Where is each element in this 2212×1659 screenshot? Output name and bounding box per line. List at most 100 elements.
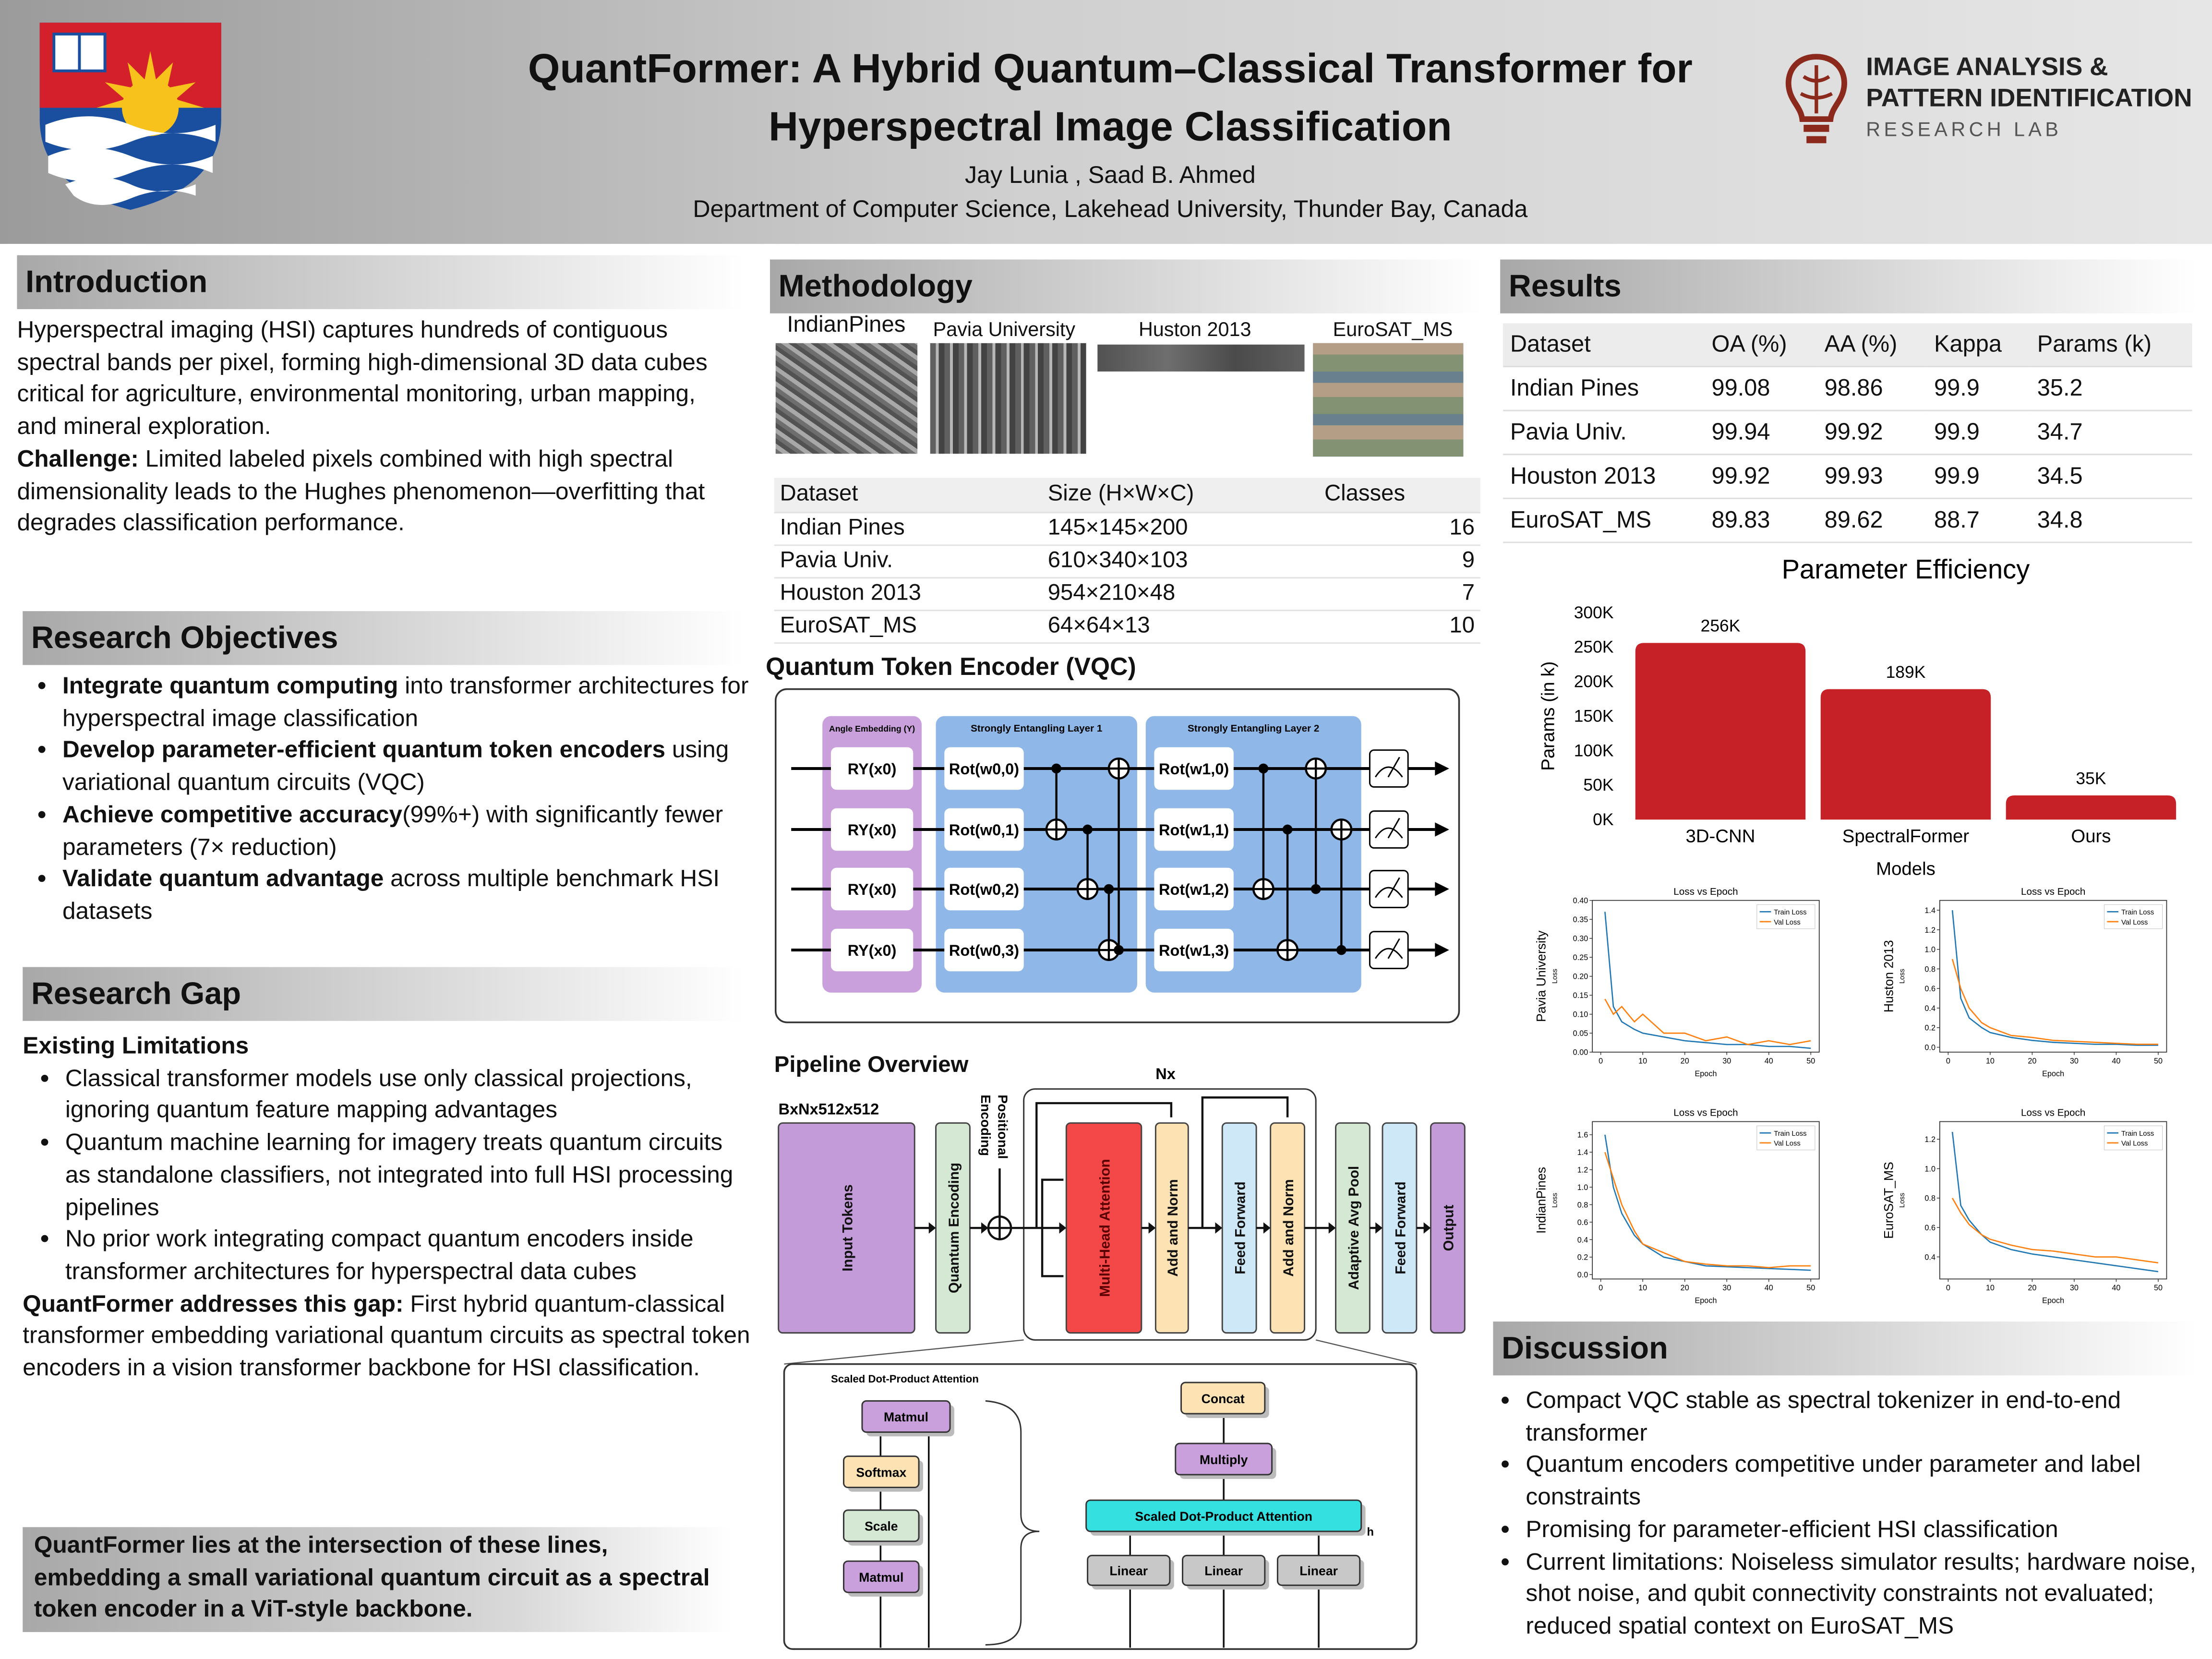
- x-tick-label: 50: [1806, 1057, 1815, 1065]
- y-tick-label: 0.30: [1573, 935, 1588, 943]
- objectives-list: Integrate quantum computing into transfo…: [20, 671, 750, 928]
- y-tick-label: 1.2: [1924, 1135, 1936, 1144]
- measurement: [1369, 870, 1409, 908]
- line-series: [1604, 912, 1811, 1049]
- header-cell: Kappa: [1927, 323, 2031, 368]
- y-tick-label: 0.40: [1573, 897, 1588, 905]
- y-tick-label: 0.0: [1924, 1043, 1936, 1052]
- x-tick-label: 10: [1986, 1057, 1995, 1065]
- x-tick-label: 40: [2112, 1284, 2120, 1292]
- paragraph: QuantFormer addresses this gap: First hy…: [23, 1288, 750, 1385]
- wave: [65, 177, 196, 205]
- table-cell: 98.86: [1817, 366, 1927, 411]
- vqc-diagram: Angle Embedding (Y) Strongly Entangling L…: [774, 688, 1460, 1023]
- y-tick-label: 1.4: [1924, 906, 1936, 915]
- section-heading: Results: [1500, 259, 2198, 313]
- positional-label: Encoding: [978, 1094, 993, 1156]
- table-cell: 89.62: [1817, 498, 1927, 543]
- image-label: Huston 2013: [1138, 317, 1251, 340]
- bold-text: Validate quantum advantage: [62, 865, 384, 892]
- x-tick-label: 3D-CNN: [1686, 826, 1755, 847]
- list-item: Promising for parameter-efficient HSI cl…: [1526, 1514, 2198, 1546]
- bar: [2006, 795, 2176, 820]
- image-label: EuroSAT_MS: [1333, 317, 1453, 340]
- x-axis-label: Epoch: [2042, 1297, 2064, 1305]
- table-cell: Indian Pines: [774, 512, 1042, 546]
- text: across multiple benchmark HSI datasets: [62, 865, 720, 925]
- x-tick-label: 0: [1946, 1057, 1950, 1065]
- x-tick-label: 40: [1765, 1057, 1773, 1065]
- x-axis-label: Epoch: [1695, 1297, 1717, 1305]
- y-tick-label: 0.6: [1924, 985, 1936, 993]
- list-item: Quantum machine learning for imagery tre…: [65, 1128, 750, 1224]
- header-cell: AA (%): [1817, 323, 1927, 368]
- table-cell: 99.93: [1817, 454, 1927, 499]
- table-cell: 99.9: [1927, 410, 2031, 456]
- table-row: Pavia Univ. 99.94 99.92 99.9 34.7: [1503, 410, 2192, 456]
- table-cell: Houston 2013: [774, 577, 1042, 612]
- table-cell: 7: [1319, 577, 1480, 612]
- bracket: [985, 1400, 1040, 1646]
- block-label: Adaptive Avg Pool: [1346, 1166, 1362, 1290]
- table-cell: 34.5: [2030, 454, 2192, 499]
- arrow-head: [981, 1222, 988, 1234]
- gate-label: RY(x0): [848, 881, 897, 898]
- legend-box: [1756, 904, 1815, 929]
- table-row: Pavia Univ. 610×340×103 9: [774, 545, 1480, 579]
- gate: [944, 928, 1024, 972]
- gate: [944, 867, 1024, 911]
- section-heading: Methodology: [769, 259, 1483, 313]
- chart-title: Parameter Efficiency: [1782, 554, 2030, 584]
- gate: [944, 808, 1024, 851]
- detail-label: Linear: [1109, 1564, 1148, 1578]
- value-label: 256K: [1701, 616, 1741, 636]
- x-tick-label: 40: [1765, 1284, 1773, 1292]
- table-cell: Pavia Univ.: [1503, 410, 1705, 456]
- y-tick-label: 0.8: [1924, 965, 1936, 974]
- y-tick-label: 150K: [1574, 707, 1614, 726]
- y-tick-label: 0.20: [1573, 973, 1588, 981]
- detail-box: [1175, 1443, 1273, 1476]
- list-item: Quantum encoders competitive under param…: [1526, 1450, 2198, 1514]
- table-row: Houston 2013 954×210×48 7: [774, 577, 1480, 612]
- arrow-head: [1059, 1222, 1067, 1234]
- table-cell: 35.2: [2030, 366, 2192, 411]
- table-cell: EuroSAT_MS: [1503, 498, 1705, 543]
- table-cell: Indian Pines: [1503, 366, 1705, 411]
- line-series: [1604, 1152, 1811, 1269]
- sun-rays: [96, 51, 204, 108]
- measurement: [1369, 931, 1409, 969]
- text: using variational quantum circuits (VQC): [62, 736, 729, 796]
- section-heading: Introduction: [17, 255, 745, 309]
- table-cell: 64×64×13: [1042, 610, 1319, 644]
- block-label: Output: [1441, 1205, 1457, 1251]
- list-item: Develop parameter-efficient quantum toke…: [62, 735, 750, 799]
- table-cell: 99.9: [1927, 454, 2031, 499]
- block-label: Quantum Encoding: [946, 1163, 962, 1293]
- table-row: Indian Pines 99.08 98.86 99.9 35.2: [1503, 366, 2192, 411]
- y-tick-label: 0.00: [1573, 1048, 1588, 1057]
- x-tick-label: 50: [2154, 1057, 2163, 1065]
- gate: [830, 747, 914, 790]
- y-tick-label: 300K: [1574, 603, 1614, 622]
- y-tick-label: 0.25: [1573, 953, 1588, 962]
- table-cell: 610×340×103: [1042, 545, 1319, 579]
- x-tick-label: 0: [1599, 1284, 1603, 1292]
- table-row: Houston 2013 99.92 99.93 99.9 34.5: [1503, 454, 2192, 499]
- y-tick-label: 0.15: [1573, 991, 1588, 1000]
- detail-label: Scaled Dot-Product Attention: [1135, 1509, 1312, 1524]
- table-cell: 954×210×48: [1042, 577, 1319, 612]
- diagram-title: Quantum Token Encoder (VQC): [766, 652, 1136, 681]
- text: into transformer architectures for hyper…: [62, 672, 749, 732]
- x-axis-label: Epoch: [1695, 1070, 1717, 1078]
- plot-frame: [1592, 1121, 1820, 1280]
- block-label: Input Tokens: [840, 1184, 855, 1271]
- list-item: Achieve competitive accuracy(99%+) with …: [62, 799, 750, 864]
- y-tick-label: 0.05: [1573, 1029, 1588, 1038]
- list-item: Validate quantum advantage across multip…: [62, 864, 750, 928]
- header-cell: OA (%): [1704, 323, 1817, 368]
- box-label: Angle Embedding (Y): [829, 724, 915, 733]
- control-dot: [1282, 824, 1293, 835]
- bulb-base: [1803, 124, 1829, 132]
- line-series: [1951, 1198, 2159, 1263]
